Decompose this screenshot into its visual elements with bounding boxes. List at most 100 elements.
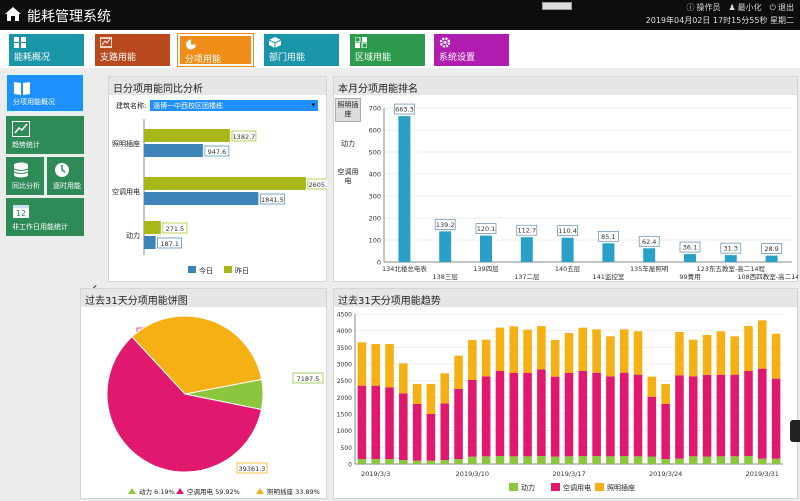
tab-aircon[interactable]: 空调用电 <box>337 168 359 186</box>
bar-yesterday <box>144 177 306 190</box>
y-tick-label: 500 <box>369 149 381 157</box>
data-label-box <box>204 145 230 157</box>
bar <box>520 237 533 262</box>
bar-yesterday <box>144 129 230 142</box>
stacked-bar-segment <box>495 371 505 456</box>
stacked-bar-segment <box>647 376 657 397</box>
sidebar-item-hourly[interactable]: 逐时用能 <box>47 157 84 195</box>
y-tick-label: 600 <box>369 127 381 135</box>
stacked-bar-segment <box>495 327 505 371</box>
legend-swatch <box>509 483 518 491</box>
x-tick-label: 140五层 <box>555 265 581 273</box>
sidebar-item-nonworkday[interactable]: 12 非工作日用能统计 <box>6 198 84 236</box>
legend-swatch <box>595 483 604 491</box>
y-tick-label: 3000 <box>337 362 352 369</box>
legend-swatch <box>256 488 264 494</box>
y-tick-label: 2000 <box>337 395 352 402</box>
stacked-bar-segment <box>481 376 491 457</box>
nav-subitem[interactable]: 分项用能 <box>177 33 254 67</box>
stacked-bar-segment <box>399 393 408 460</box>
mini-control[interactable] <box>542 2 572 10</box>
data-label-box <box>260 193 285 205</box>
stacked-bar-segment <box>481 339 491 377</box>
rank-chart: 0 100 200 300 400 500 600 700 663.3 134北楼总电表 139.2… <box>369 103 798 281</box>
nav-area[interactable]: 区域用能 <box>350 34 425 66</box>
stacked-bar-segment <box>606 376 615 457</box>
stacked-bar-segment <box>537 326 546 370</box>
trend-chart: 0 500 1000 1500 2000 2500 3000 3500 4000 4500 2019… <box>337 312 783 492</box>
data-label: 120.1 <box>477 225 496 233</box>
bar-yesterday <box>144 221 161 234</box>
stacked-bar-segment <box>758 368 767 459</box>
sidebar-item-yoy[interactable]: 同比分析 <box>6 157 44 195</box>
logout-link[interactable]: ⏻ 退出 <box>769 2 794 13</box>
branch-icon <box>100 37 112 48</box>
rank-title: 本月分项用能排名 <box>334 77 797 95</box>
top-links: ⓘ 操作员 ♟ 最小化 ⏻ 退出 <box>687 2 795 13</box>
nav-overview[interactable]: 能耗概况 <box>9 34 84 66</box>
stacked-bar-segment <box>357 342 367 386</box>
building-select[interactable]: 淄博一中西校区团楼栋 ▾ <box>150 100 318 111</box>
data-label: 28.9 <box>764 245 778 253</box>
stacked-bar-segment <box>523 373 532 457</box>
data-label-box <box>475 223 497 234</box>
operator-link[interactable]: ⓘ 操作员 <box>686 3 721 12</box>
stacked-bar-segment <box>619 372 629 456</box>
stacked-bar-segment <box>468 340 477 380</box>
category-label: 照明插座 <box>112 139 140 148</box>
nav-department[interactable]: 部门用能 <box>264 34 339 66</box>
stacked-bar-segment <box>647 396 657 457</box>
stacked-bar-segment <box>578 371 588 456</box>
y-tick-label: 300 <box>369 193 381 201</box>
data-label-box <box>679 241 701 253</box>
x-tick-label: 138三层 <box>432 273 458 281</box>
nav-branch[interactable]: 支路用能 <box>95 34 170 66</box>
stacked-bar-segment <box>481 456 491 464</box>
sidebar-item-trend[interactable]: 趋势统计 <box>6 116 84 154</box>
x-tick-label: 141监控室 <box>592 272 624 281</box>
bar <box>398 116 411 262</box>
stacked-bar-segment <box>537 456 546 464</box>
stacked-bar-segment <box>371 385 380 459</box>
minimize-link[interactable]: ♟ 最小化 <box>728 3 762 12</box>
trend-title: 过去31天分项用能趋势 <box>334 289 797 307</box>
stacked-bar-segment <box>633 374 643 457</box>
data-label-box <box>598 230 619 242</box>
stacked-bar-segment <box>606 456 615 464</box>
bar <box>439 231 452 262</box>
compare-chart: 照明插座 1382.7 947.6 空调用电 2605.1 1841.5 动力 271.5 18… <box>112 119 327 275</box>
y-tick-label: 700 <box>369 105 381 113</box>
stacked-bar-segment <box>550 456 560 464</box>
data-label: 1382.7 <box>233 133 256 141</box>
stacked-bar-segment <box>606 336 615 377</box>
stacked-bar-segment <box>454 355 463 389</box>
legend-swatch <box>224 266 232 273</box>
datetime: 2019年04月02日 17时15分55秒 星期二 <box>645 16 794 25</box>
stacked-bar-segment <box>385 344 394 388</box>
stacked-bar-segment <box>550 376 560 457</box>
nav-settings[interactable]: 系统设置 <box>434 34 509 66</box>
stacked-bar-segment <box>716 374 726 457</box>
svg-text:12: 12 <box>16 209 26 218</box>
stacked-bar-segment <box>399 460 408 464</box>
pie-icon <box>186 39 196 50</box>
data-label: 110.4 <box>558 227 577 235</box>
bar <box>684 254 696 262</box>
tab-lighting[interactable]: 照明插座 <box>335 98 361 123</box>
y-tick-label: 4500 <box>337 312 352 319</box>
stacked-bar-segment <box>357 385 367 459</box>
stacked-bar-segment <box>523 456 532 464</box>
trend-icon <box>12 121 30 137</box>
sidebar-item-overview[interactable]: 分项用能概况 <box>6 74 84 112</box>
stacked-bar-segment <box>688 339 698 377</box>
x-tick-label: 99菁用 <box>679 272 700 281</box>
stacked-bar-segment <box>495 456 505 464</box>
tab-power[interactable]: 动力 <box>341 140 355 148</box>
home-icon <box>5 7 21 21</box>
side-handle[interactable] <box>790 420 800 442</box>
bar <box>643 248 656 262</box>
data-label: 1841.5 <box>261 196 284 204</box>
stacked-bar-segment <box>399 363 408 394</box>
y-tick-label: 400 <box>369 171 381 179</box>
stacked-bar-segment <box>537 369 546 456</box>
